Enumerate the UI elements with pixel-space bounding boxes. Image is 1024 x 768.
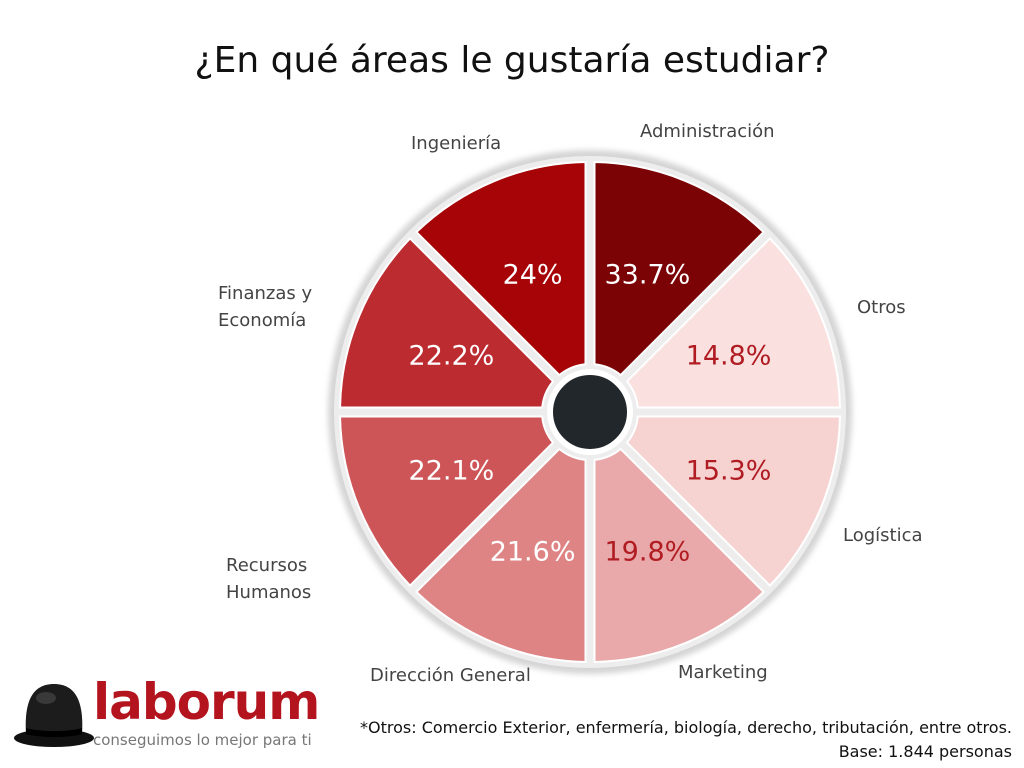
pie-slice-finanzas-y-economia: [339, 237, 555, 409]
brand-name: laborum: [93, 673, 320, 731]
category-label-marketing: Marketing: [678, 659, 768, 686]
pie-slice-ingenieria: [415, 161, 587, 377]
value-label-direccion-general: 21.6%: [490, 537, 576, 568]
category-label-logistica: Logística: [843, 522, 923, 549]
value-label-logistica: 15.3%: [686, 455, 772, 486]
footnote-line-2: Base: 1.844 personas: [838, 742, 1012, 761]
bowler-hat-icon: [14, 684, 94, 747]
value-label-marketing: 19.8%: [605, 537, 691, 568]
value-label-otros: 14.8%: [686, 341, 772, 372]
pie-slice-recursos-humanos: [339, 415, 555, 587]
category-label-finanzas-y-economia: Finanzas y Economía: [218, 280, 312, 334]
category-label-ingenieria: Ingeniería: [411, 130, 501, 157]
footnote-line-1: *Otros: Comercio Exterior, enfermería, b…: [360, 718, 1012, 737]
pie-slice-otros: [625, 237, 841, 409]
chart-title: ¿En qué áreas le gustaría estudiar?: [194, 40, 830, 81]
category-label-administracion: Administración: [640, 118, 775, 145]
category-label-recursos-humanos: Recursos Humanos: [226, 552, 311, 606]
pie-slice-marketing: [593, 447, 765, 663]
category-label-line: Humanos: [226, 582, 312, 603]
brand-tagline: conseguimos lo mejor para ti: [93, 731, 312, 749]
category-label-line: Administración: [640, 121, 775, 142]
category-label-line: Finanzas y: [218, 283, 313, 304]
value-label-administracion: 33.7%: [605, 259, 691, 290]
footnote: *Otros: Comercio Exterior, enfermería, b…: [360, 716, 1012, 764]
category-label-line: Dirección General: [370, 665, 531, 686]
pie-slice-logistica: [625, 415, 841, 587]
pie-slice-direccion-general: [415, 447, 587, 663]
category-label-direccion-general: Dirección General: [370, 662, 531, 689]
pie-slice-administracion: [593, 161, 765, 377]
category-label-otros: Otros: [857, 294, 906, 321]
category-label-line: Ingeniería: [411, 133, 502, 154]
category-label-line: Economía: [218, 310, 307, 331]
value-label-ingenieria: 24%: [503, 259, 563, 290]
category-label-line: Marketing: [678, 662, 768, 683]
category-label-line: Recursos: [226, 555, 308, 576]
pie-center-hub: [547, 369, 633, 455]
value-label-finanzas-y-economia: 22.2%: [409, 341, 495, 372]
category-label-line: Logística: [843, 525, 923, 546]
category-label-line: Otros: [857, 297, 906, 318]
value-label-recursos-humanos: 22.1%: [409, 455, 495, 486]
